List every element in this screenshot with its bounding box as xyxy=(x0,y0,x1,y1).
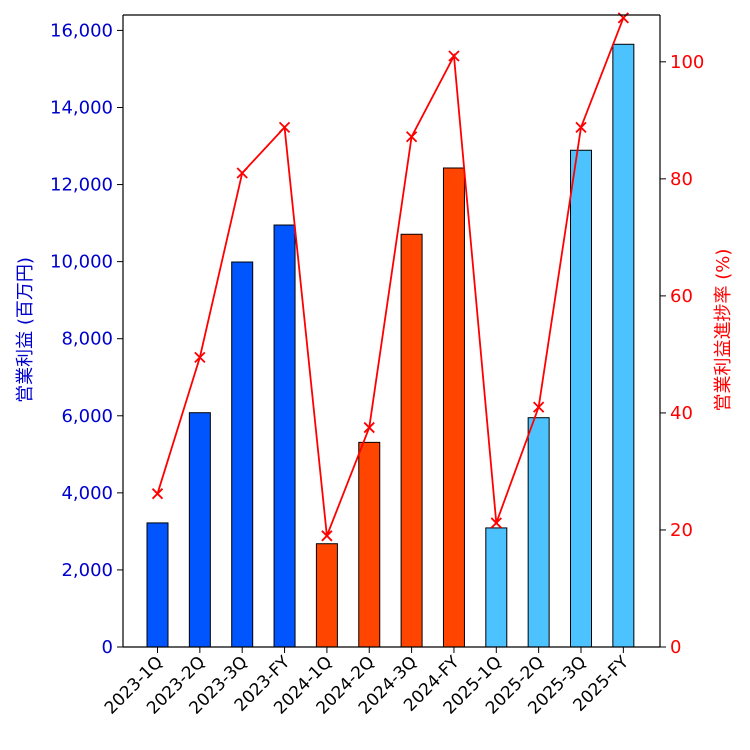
y2-tick-label: 80 xyxy=(670,169,693,190)
y-tick-label: 2,000 xyxy=(61,560,113,581)
y-tick-label: 16,000 xyxy=(50,20,113,41)
y-tick-label: 14,000 xyxy=(50,97,113,118)
bar-2023-3Q xyxy=(231,261,254,648)
y-tick-label: 12,000 xyxy=(50,175,113,196)
progress-marker-2024-FY xyxy=(448,50,460,62)
bar-2025-2Q xyxy=(527,417,550,648)
y-tick-label: 10,000 xyxy=(50,252,113,273)
bar-2025-FY xyxy=(612,43,635,648)
bar-2023-2Q xyxy=(188,412,211,648)
y2-axis-label: 営業利益進捗率 (%) xyxy=(713,249,734,412)
bar-2023-FY xyxy=(273,224,296,648)
progress-marker-2023-2Q xyxy=(194,351,206,363)
bar-2024-1Q xyxy=(315,543,338,648)
y2-tick-label: 60 xyxy=(670,286,693,307)
progress-marker-2023-FY xyxy=(278,121,291,133)
y2-tick-label: 40 xyxy=(670,403,693,424)
bar-2023-1Q xyxy=(146,522,169,648)
progress-marker-2025-3Q xyxy=(575,121,587,133)
line-layer xyxy=(151,12,629,542)
progress-marker-2024-1Q xyxy=(321,530,333,542)
y2-tick-label: 0 xyxy=(670,637,681,658)
bar-2024-3Q xyxy=(400,233,423,648)
y-tick-label: 0 xyxy=(102,637,113,658)
bar-2024-FY xyxy=(442,167,465,648)
y-axis-label: 営業利益 (百万円) xyxy=(15,257,36,403)
axes-layer xyxy=(122,14,661,648)
y2-tick-label: 100 xyxy=(670,52,704,73)
y2-tick-label: 20 xyxy=(670,520,693,541)
bar-2025-3Q xyxy=(570,149,592,648)
progress-marker-2024-2Q xyxy=(363,421,375,434)
y-tick-label: 6,000 xyxy=(61,406,113,427)
progress-marker-2025-2Q xyxy=(533,401,545,413)
progress-marker-2023-1Q xyxy=(151,488,164,500)
progress-marker-2025-1Q xyxy=(490,517,502,529)
bars-layer xyxy=(146,43,635,648)
progress-marker-2023-3Q xyxy=(236,167,248,179)
y-tick-label: 8,000 xyxy=(61,329,113,350)
progress-marker-2024-3Q xyxy=(405,131,418,143)
y-tick-label: 4,000 xyxy=(61,483,113,504)
bar-2024-2Q xyxy=(358,441,381,648)
progress-line xyxy=(156,17,625,537)
bar-2025-1Q xyxy=(485,527,508,648)
